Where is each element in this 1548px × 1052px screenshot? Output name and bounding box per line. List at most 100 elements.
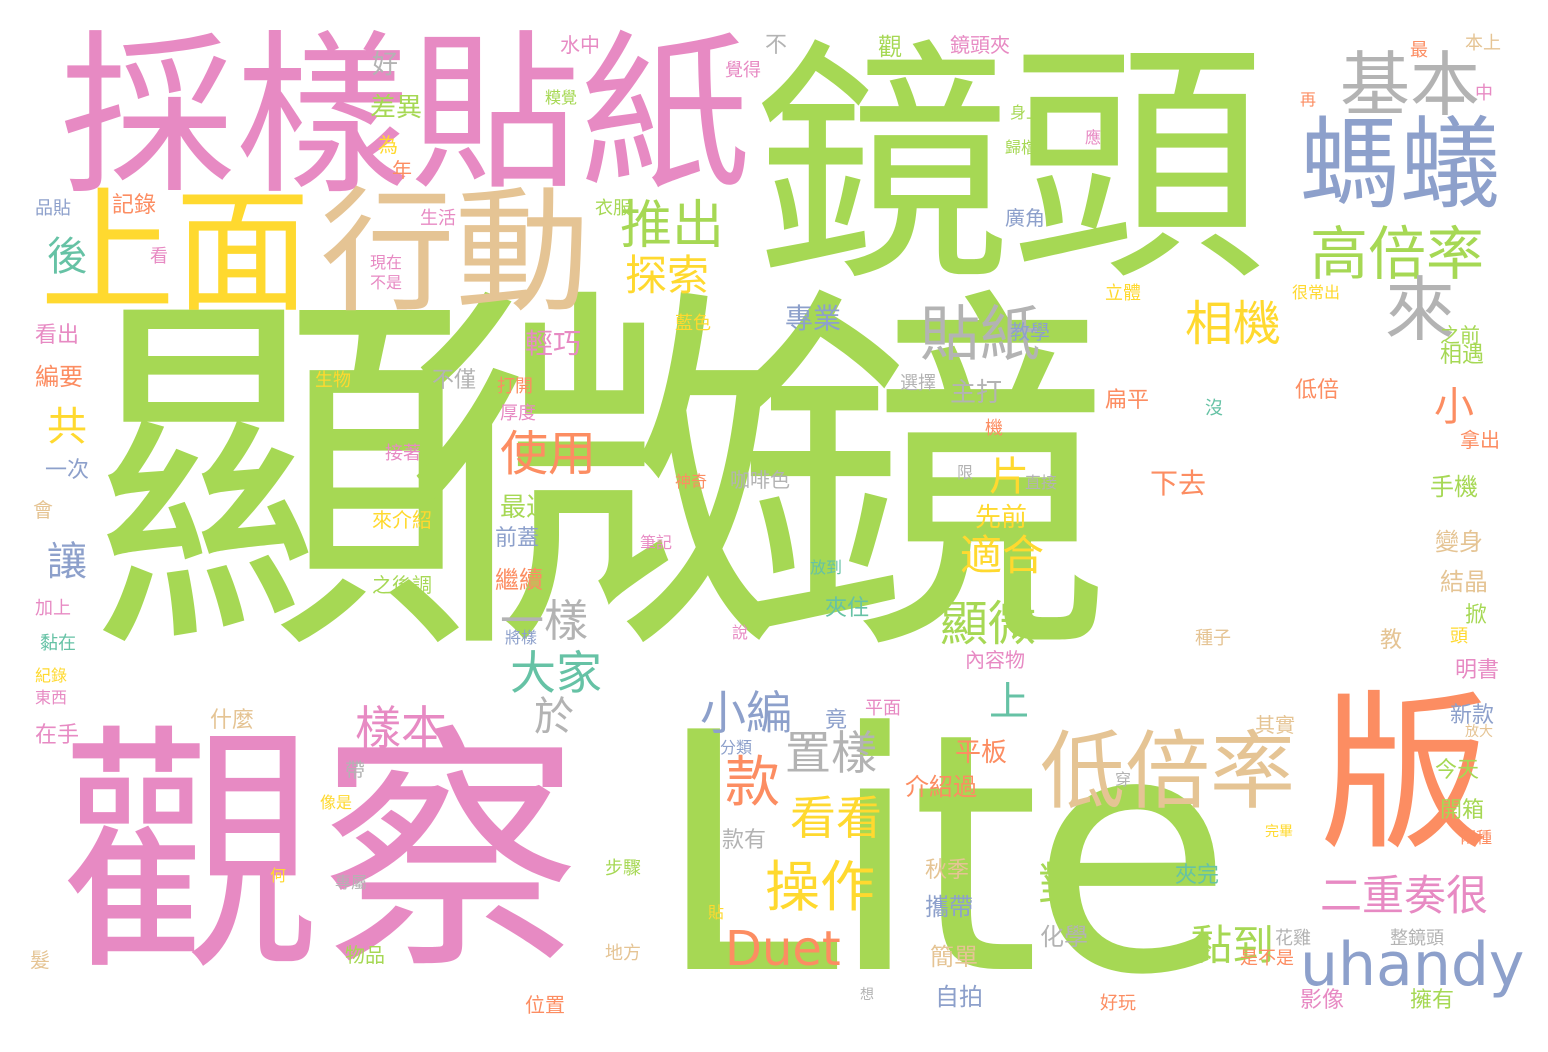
word: 放到 [810,558,843,577]
word: 版 [1320,676,1491,874]
word: 上面 [40,174,310,331]
word: 想 [860,987,874,1003]
word: 不是 [370,273,403,292]
word: 什麼 [210,708,255,733]
word: 於 [527,695,573,735]
word: 生物 [315,370,351,391]
word: 差異 [370,93,423,123]
word: 下去 [1150,467,1207,500]
word: 教學 [1010,320,1050,344]
word: 像是 [320,793,353,812]
word: 專屬 [335,873,368,892]
word: 掀 [1465,603,1488,628]
word: 是不是 [1240,948,1294,969]
word: 藍色 [675,313,711,334]
word: 上 [982,680,1028,720]
word: 行動 [320,174,590,331]
word: 再 [1300,90,1317,109]
word: 之前 [1440,323,1480,347]
word: 黏在 [40,633,76,654]
word: 打開 [497,376,533,397]
word: 適合 [960,531,1045,580]
word: 置樣 [785,726,877,780]
word: 鏡頭 [755,19,1266,316]
word: 螞蟻 [1300,106,1500,223]
word: 化學 [1040,923,1088,951]
word: 其實 [1255,713,1295,737]
word: 說 [732,623,749,642]
word: 花雞 [1275,928,1311,949]
word: 完畢 [1265,824,1293,840]
word: 觀察 [60,704,580,1006]
word: 步驟 [605,858,641,879]
word: 好玩 [1100,993,1136,1014]
word: 廣角 [1005,206,1045,230]
word: 影像 [1300,988,1345,1013]
word: 推出 [620,196,725,256]
word: 操作 [765,855,876,919]
word: 為 [378,133,398,157]
word: 兩種 [1460,828,1493,847]
word: 直接 [1025,473,1058,492]
word: 一次 [45,458,90,483]
word: Duet [725,921,841,977]
word: 夾住 [825,596,870,621]
word: 對 [1031,860,1085,906]
word: 分類 [720,738,753,757]
word: 繼續 [495,566,543,594]
word: 看 [150,246,168,267]
word: 貼紙 [410,16,751,214]
word: 整鏡頭 [1390,928,1444,949]
word: 攜帶 [925,893,973,921]
word: 小編 [700,686,792,740]
word: 年 [392,158,412,182]
word: Lite [655,663,1233,1047]
word: 好 [372,50,399,80]
word: 水中 [560,33,600,57]
word: 地方 [605,943,641,964]
word: 東西 [35,688,68,707]
word: 高倍率 [1310,220,1485,288]
word: 髮 [30,948,50,972]
word: 貼紙 [920,300,1040,370]
word: 品貼 [35,198,71,219]
word: 咖啡色 [730,468,790,492]
word: 竟 [825,708,848,733]
word: 款 [725,750,781,814]
word: 機 [985,418,1003,439]
word: 現在 [370,253,403,272]
word: 後 [40,235,86,275]
word: 歸檔 [1005,138,1038,157]
word: 加上 [35,598,71,619]
word: 顯微鏡 [90,258,1110,701]
word: 教 [1380,628,1403,653]
word: 看出 [35,323,80,348]
word: 款有 [722,828,767,853]
word: 使用 [500,426,597,482]
word: 樣本 [355,701,447,755]
word: 位置 [525,993,565,1017]
word: 相遇 [1440,343,1485,368]
word: 糢覺 [545,88,578,107]
word: 專業 [785,302,842,335]
word: 觀 [878,33,902,61]
word: 衣服 [595,198,631,219]
word: 片 [982,455,1028,495]
word: 種子 [1195,628,1231,649]
word: 內容物 [965,648,1025,672]
word: 覺得 [725,60,761,81]
word: 看看 [790,791,882,845]
word: 小 [1427,385,1473,425]
word: 帶 [345,758,365,782]
word: 編要 [35,363,83,391]
word: 貼 [708,903,725,922]
word: 開箱 [1440,798,1485,823]
word: 簡單 [930,943,978,971]
word: 自拍 [935,983,983,1011]
word: 秋季 [925,858,970,883]
word: 筆記 [640,533,673,552]
word: 物品 [345,943,385,967]
word: 一樣 [500,596,588,647]
word: 相機 [1185,296,1282,352]
word: 結晶 [1440,568,1488,596]
